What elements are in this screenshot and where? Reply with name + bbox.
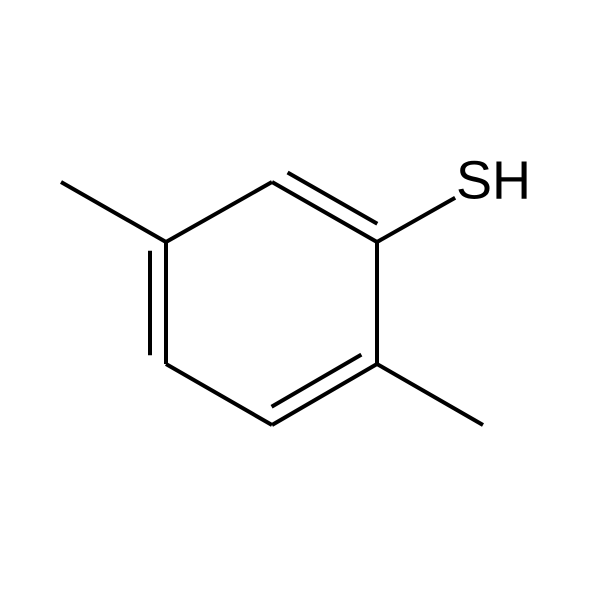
atom-label: SH (456, 150, 531, 210)
molecule-diagram: SH (0, 0, 600, 600)
background (0, 0, 600, 600)
